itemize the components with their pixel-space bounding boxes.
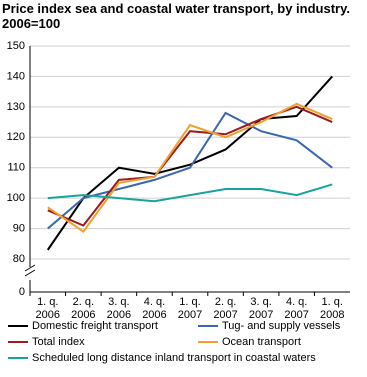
x-tick-label-line: 2006 bbox=[71, 309, 95, 321]
y-tick-label: 130 bbox=[7, 101, 25, 113]
x-tick-label-line: 4. q. bbox=[286, 296, 307, 308]
y-tick-label: 90 bbox=[13, 222, 25, 234]
x-tick-label: 4. q. 2007 bbox=[284, 296, 308, 321]
x-tick-label-line: 2007 bbox=[249, 309, 273, 321]
legend-label: Scheduled long distance inland transport… bbox=[32, 352, 316, 364]
x-tick-label-line: 2006 bbox=[107, 309, 131, 321]
x-tick-label-line: 2007 bbox=[213, 309, 237, 321]
x-tick-label-line: 2006 bbox=[142, 309, 166, 321]
line-series bbox=[47, 183, 333, 203]
legend-label: Total index bbox=[32, 336, 85, 348]
x-tick-label-line: 2007 bbox=[284, 309, 308, 321]
y-tick-label: 80 bbox=[13, 253, 25, 265]
x-tick-label: 4. q. 2006 bbox=[142, 296, 166, 321]
legend-label: Tug- and supply vessels bbox=[222, 320, 341, 332]
line-series bbox=[46, 75, 333, 251]
x-tick-label: 2. q. 2006 bbox=[71, 296, 95, 321]
chart-subtitle: 2006=100 bbox=[2, 16, 60, 31]
x-tick-label-line: 1. q. bbox=[37, 296, 58, 308]
x-tick-label-line: 3. q. bbox=[250, 296, 271, 308]
x-tick-label-line: 2008 bbox=[320, 309, 344, 321]
legend-label: Domestic freight transport bbox=[32, 320, 158, 332]
x-tick-label-line: 4. q. bbox=[144, 296, 165, 308]
chart-title: Price index sea and coastal water transp… bbox=[2, 1, 350, 16]
y-tick-label: 150 bbox=[7, 40, 25, 52]
x-tick-label: 3. q. 2006 bbox=[107, 296, 131, 321]
x-tick-label-line: 2. q. bbox=[215, 296, 236, 308]
x-tick-label-line: 2. q. bbox=[73, 296, 94, 308]
y-tick-label: 100 bbox=[7, 192, 25, 204]
y-tick-label: 0 bbox=[19, 286, 25, 298]
y-tick-label: 120 bbox=[7, 131, 25, 143]
x-tick-label: 1. q. 2006 bbox=[36, 296, 60, 321]
line-series bbox=[47, 111, 333, 230]
axis-break bbox=[24, 264, 36, 277]
legend-label: Ocean transport bbox=[222, 336, 301, 348]
x-tick-label-line: 3. q. bbox=[108, 296, 129, 308]
line-series bbox=[47, 102, 333, 233]
x-tick-label: 2. q. 2007 bbox=[213, 296, 237, 321]
x-tick-label: 1. q. 2007 bbox=[178, 296, 202, 321]
x-tick-label-line: 1. q. bbox=[322, 296, 343, 308]
x-tick-label-line: 1. q. bbox=[179, 296, 200, 308]
y-tick-label: 140 bbox=[7, 70, 25, 82]
x-tick-label: 1. q. 2008 bbox=[320, 296, 344, 321]
x-tick-label: 3. q. 2007 bbox=[249, 296, 273, 321]
x-tick-label-line: 2007 bbox=[178, 309, 202, 321]
y-tick-label: 110 bbox=[7, 162, 25, 174]
x-tick-label-line: 2006 bbox=[36, 309, 60, 321]
